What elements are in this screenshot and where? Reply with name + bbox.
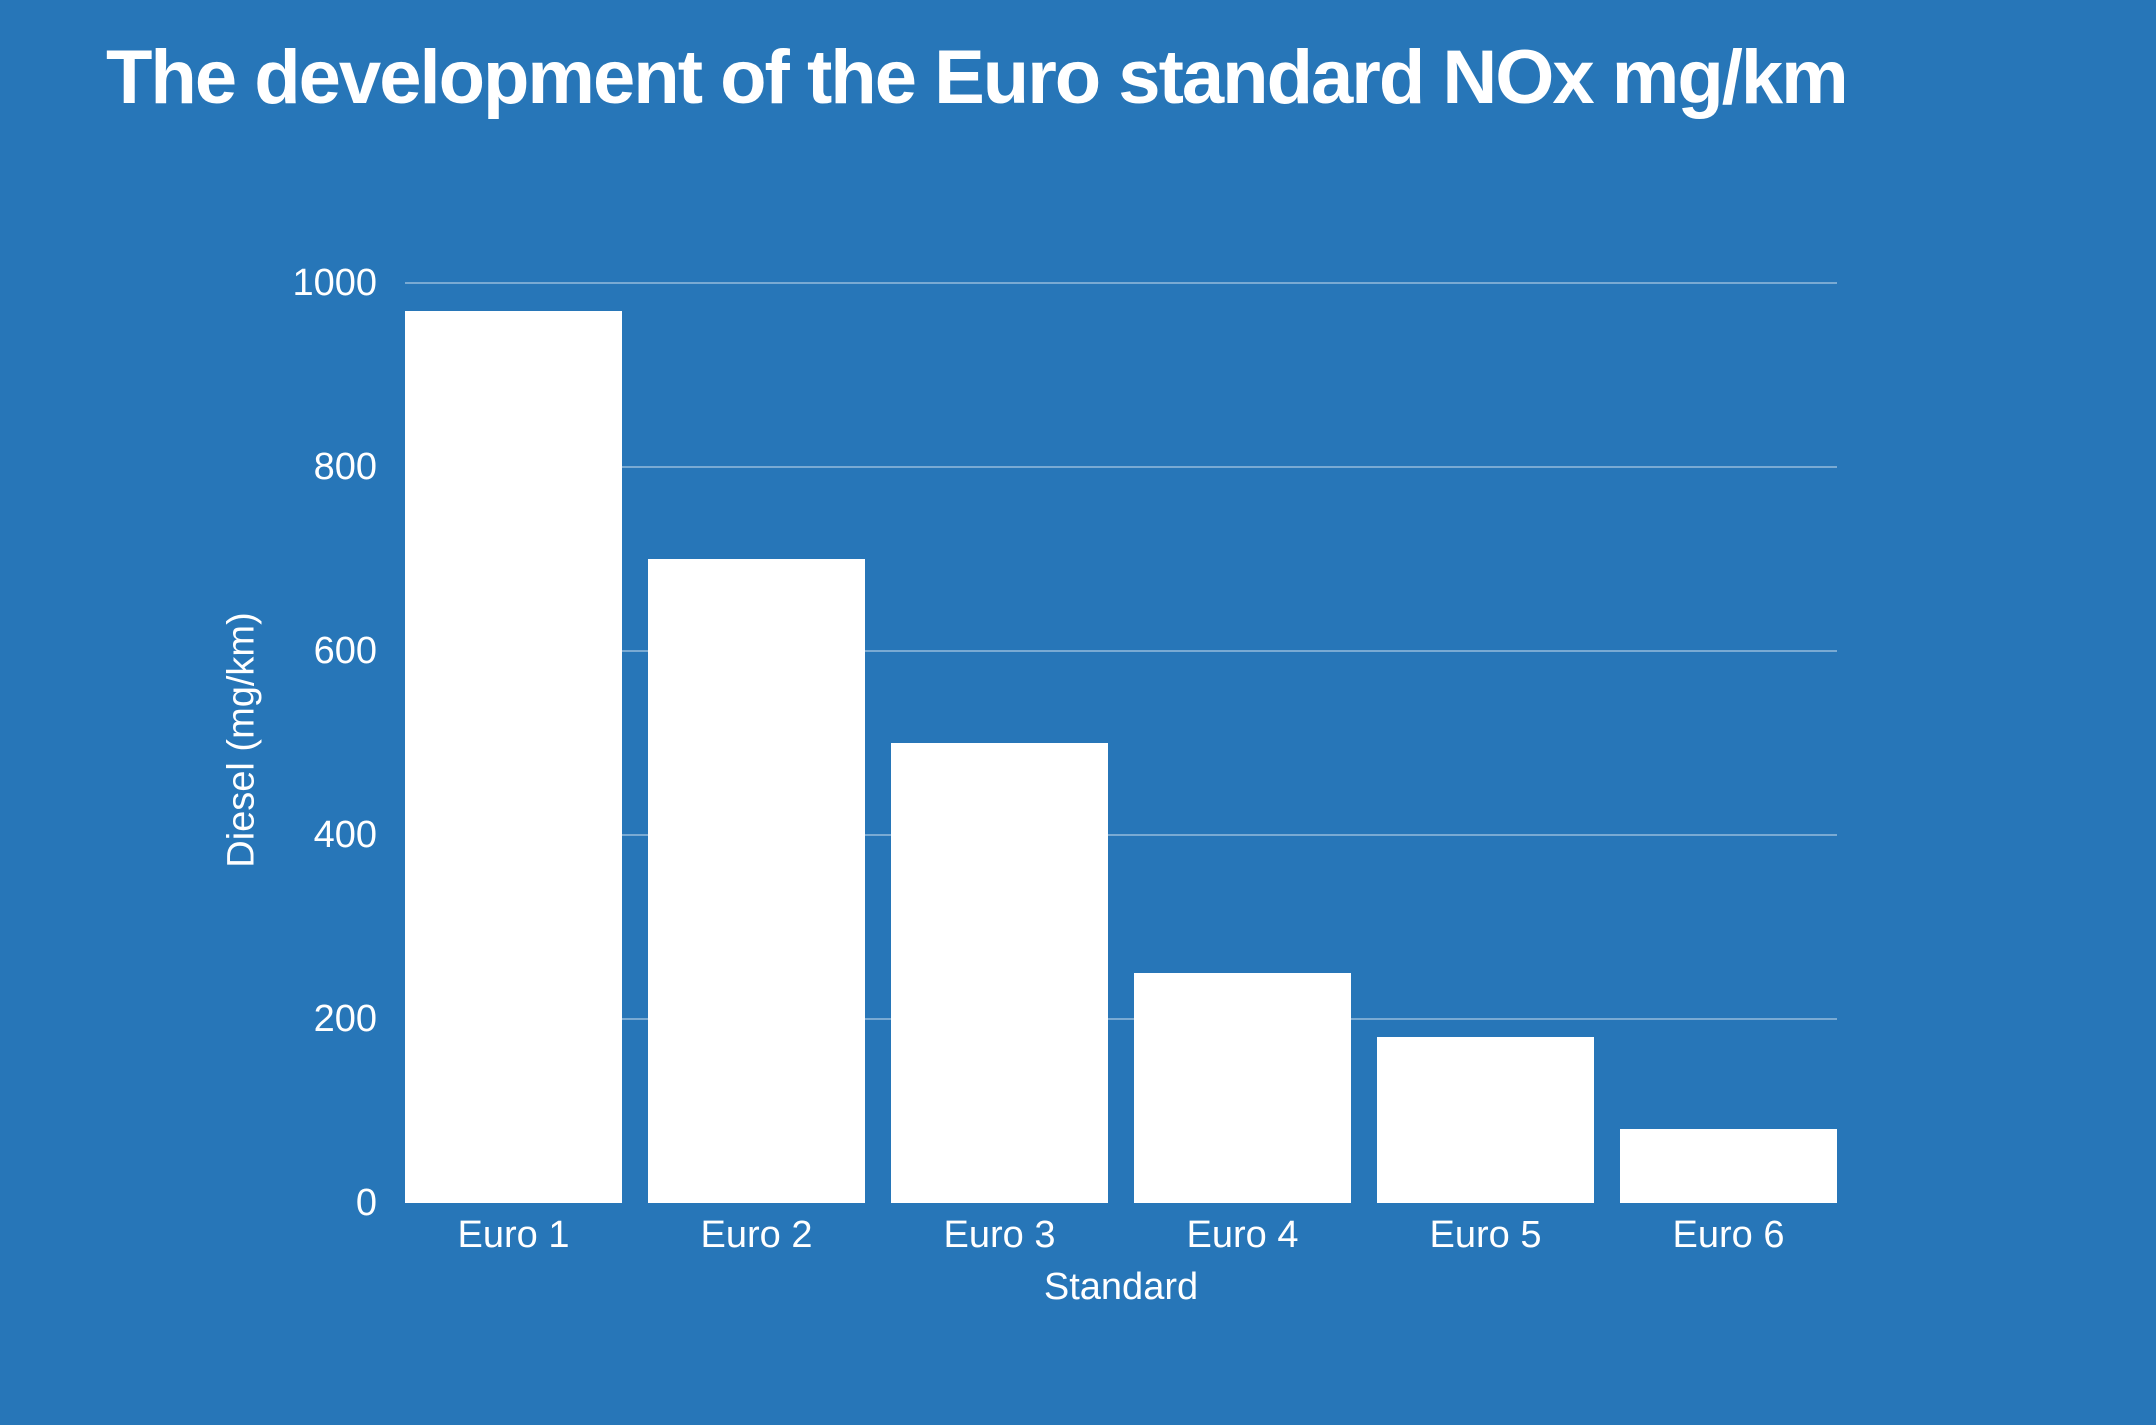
chart-title: The development of the Euro standard NOx…	[106, 35, 1849, 120]
gridline-200	[405, 1018, 1837, 1020]
gridline-600	[405, 650, 1837, 652]
y-tick-label-400: 400	[313, 814, 377, 856]
bar-euro-3	[891, 743, 1108, 1203]
gridline-800	[405, 466, 1837, 468]
y-tick-label-1000: 1000	[292, 262, 377, 304]
bar-euro-5	[1377, 1037, 1594, 1203]
x-tick-label-euro-5: Euro 5	[1429, 1214, 1542, 1256]
x-tick-label-euro-6: Euro 6	[1672, 1214, 1785, 1256]
x-tick-label-euro-3: Euro 3	[943, 1214, 1056, 1256]
y-tick-label-200: 200	[313, 998, 377, 1040]
plot-area	[405, 282, 1837, 1203]
x-tick-label-euro-1: Euro 1	[457, 1214, 570, 1256]
y-axis-tick-labels: 0 200 400 600 800 1000	[0, 0, 377, 1425]
gridline-1000	[405, 282, 1837, 284]
gridline-400	[405, 834, 1837, 836]
y-tick-label-600: 600	[313, 630, 377, 672]
y-tick-label-0: 0	[355, 1182, 377, 1224]
x-axis-title: Standard	[1043, 1266, 1199, 1308]
y-tick-label-800: 800	[313, 446, 377, 488]
x-tick-label-euro-4: Euro 4	[1186, 1214, 1299, 1256]
bar-euro-4	[1134, 973, 1351, 1203]
bar-euro-2	[648, 559, 865, 1203]
y-axis-title: Diesel (mg/km)	[220, 612, 263, 868]
x-tick-label-euro-2: Euro 2	[700, 1214, 813, 1256]
bar-euro-6	[1620, 1129, 1837, 1203]
bar-euro-1	[405, 310, 622, 1203]
